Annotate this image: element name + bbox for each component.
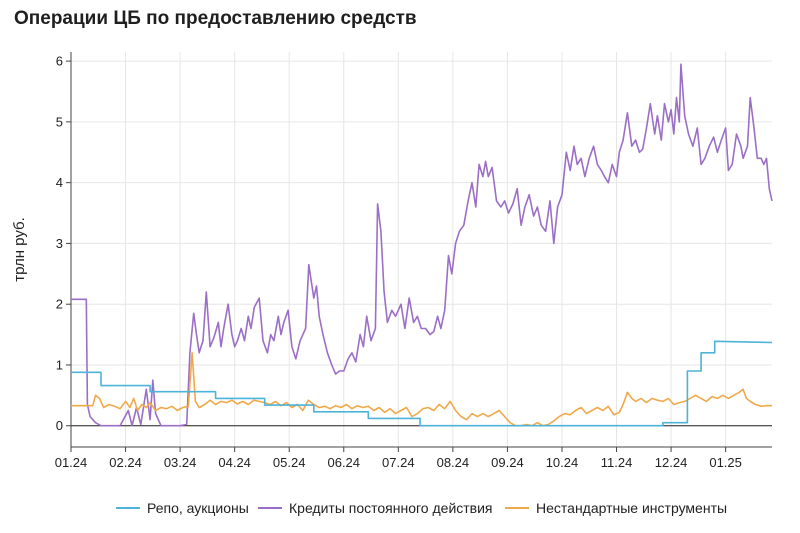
legend-label-standing-loans: Кредиты постоянного действия: [289, 500, 493, 516]
x-tick-label: 06.24: [327, 455, 360, 470]
chart-legend: Репо, аукционы Кредиты постоянного дейст…: [0, 497, 800, 519]
legend-label-repo: Репо, аукционы: [147, 500, 249, 516]
y-tick-label: 4: [56, 175, 63, 190]
x-tick-label: 01.25: [709, 455, 742, 470]
series-line-2: [71, 352, 772, 427]
x-tick-label: 04.24: [218, 455, 251, 470]
y-tick-label: 3: [56, 236, 63, 251]
series-line-1: [71, 63, 773, 427]
legend-swatch-standing-loans: [258, 507, 282, 509]
y-tick-label: 2: [56, 297, 63, 312]
chart-title: Операции ЦБ по предоставлению средств: [14, 8, 417, 29]
legend-label-nonstandard: Нестандартные инструменты: [536, 500, 728, 516]
x-tick-label: 05.24: [273, 455, 306, 470]
y-tick-label: 1: [56, 357, 63, 372]
x-tick-label: 07.24: [382, 455, 415, 470]
legend-swatch-repo: [116, 507, 140, 509]
y-tick-label: 6: [56, 54, 63, 69]
x-tick-label: 12.24: [655, 455, 688, 470]
x-tick-label: 11.24: [601, 455, 633, 470]
x-tick-label: 02.24: [109, 455, 142, 470]
x-tick-label: 09.24: [491, 455, 524, 470]
x-tick-label: 01.24: [55, 455, 88, 470]
x-tick-label: 10.24: [546, 455, 579, 470]
y-tick-label: 0: [56, 418, 63, 433]
y-axis-label: трлн руб.: [11, 217, 28, 282]
legend-swatch-nonstandard: [505, 507, 529, 509]
x-tick-label: 08.24: [437, 455, 470, 470]
x-tick-label: 03.24: [164, 455, 197, 470]
series-line-0: [71, 340, 773, 427]
y-tick-label: 5: [56, 114, 63, 129]
